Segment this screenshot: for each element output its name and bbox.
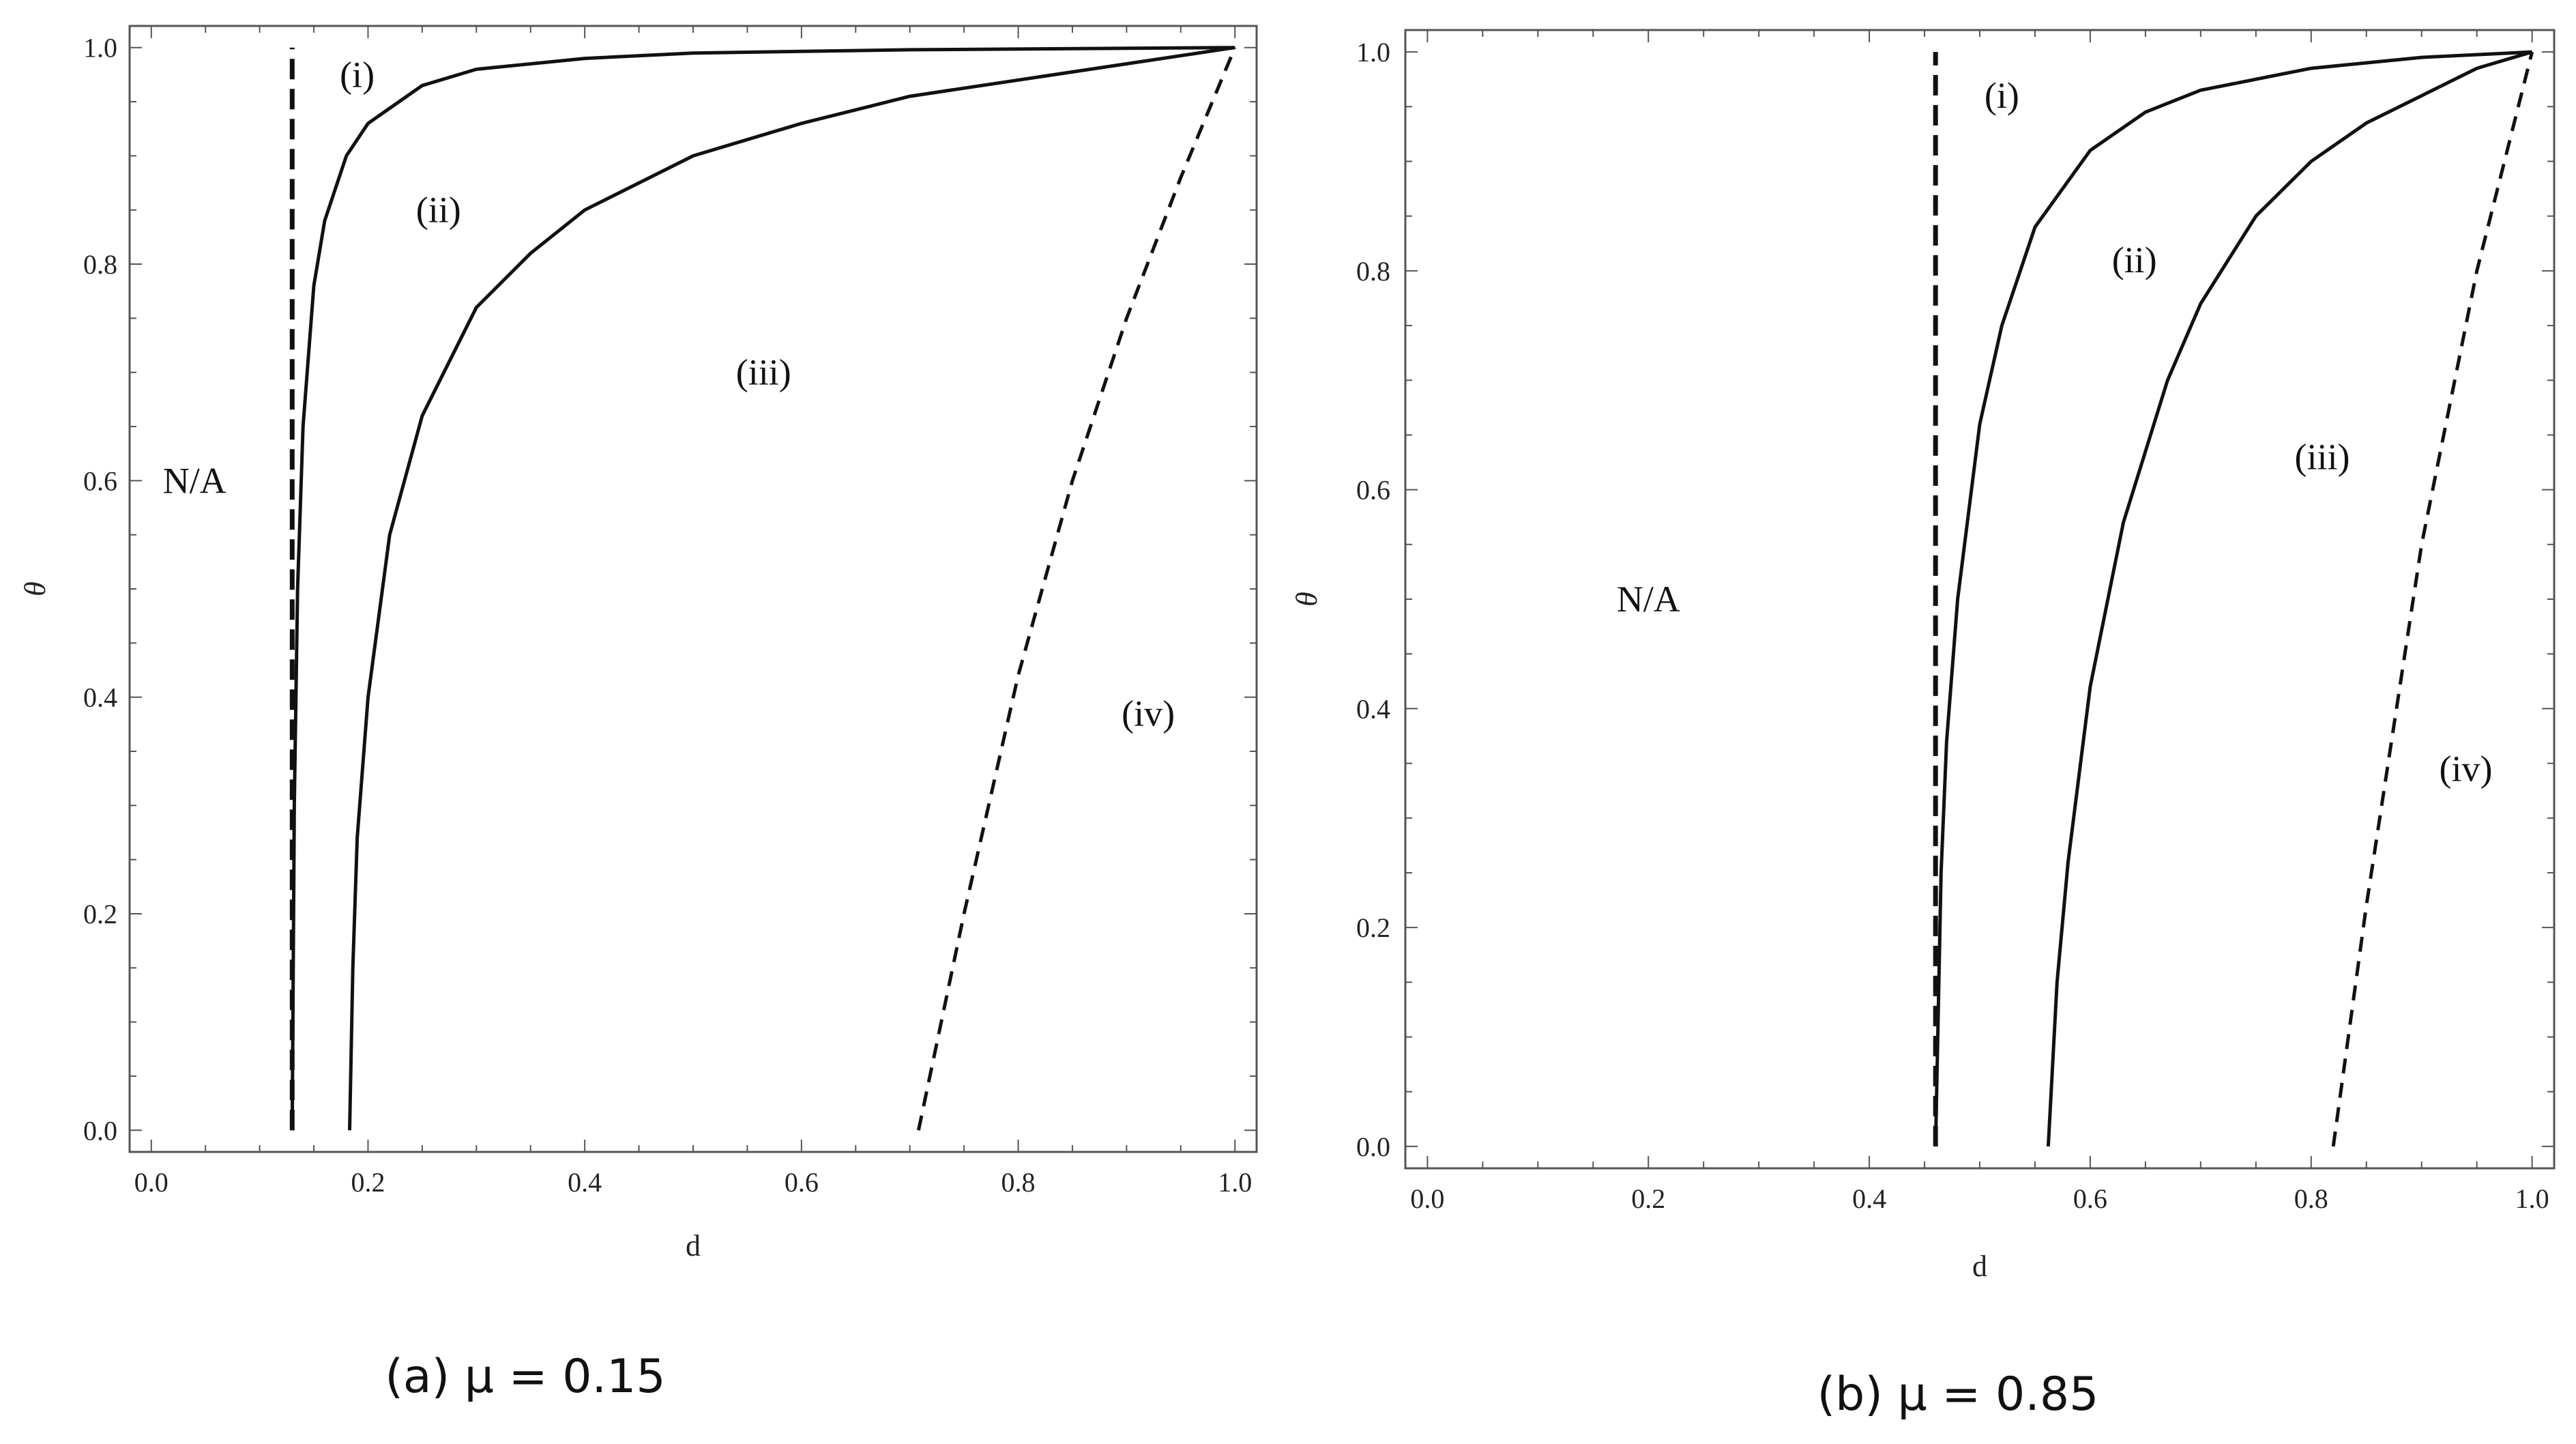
- chart-b-series-line-2: [1933, 50, 2532, 1146]
- chart-b-region-label: (iii): [2294, 437, 2350, 478]
- chart-a-series-line-4: [916, 46, 1237, 1131]
- chart-a-region-label: (ii): [416, 190, 461, 231]
- chart-b-y-tick-label: 0.8: [1356, 256, 1390, 287]
- chart-b-region-label: (iv): [2439, 749, 2492, 790]
- chart-b-x-tick-label: 0.8: [2294, 1183, 2328, 1214]
- chart-b-y-tick-label: 1.0: [1356, 37, 1390, 68]
- chart-a-y-tick-label: 0.2: [83, 899, 117, 929]
- chart-a-x-axis-title: d: [686, 1229, 701, 1262]
- chart-b-x-tick-label: 0.0: [1410, 1183, 1444, 1214]
- chart-b-y-axis-title: θ: [1290, 592, 1323, 607]
- chart-b-region-label: N/A: [1617, 579, 1680, 620]
- chart-b-x-tick-label: 0.4: [1852, 1183, 1886, 1214]
- chart-b-region-label: (i): [1985, 75, 2019, 116]
- chart-a-y-axis-title: θ: [18, 581, 52, 596]
- chart-a-caption: (a) μ = 0.15: [385, 1350, 665, 1404]
- chart-a-region-label: N/A: [163, 460, 226, 501]
- chart-a-y-tick-label: 0.8: [83, 249, 117, 280]
- chart-a-x-tick-label: 0.4: [568, 1167, 602, 1198]
- chart-a-region-label: (iv): [1122, 693, 1175, 734]
- chart-a: 0.0 0.2 0.4 0.6 0.8 1.0 0.0 0.2 0.4 0.6 0.8 1.0 d θ (i…: [18, 25, 1258, 1404]
- chart-a-x-tick-label: 1.0: [1218, 1167, 1252, 1198]
- chart-a-x-tick-label: 0.2: [351, 1167, 385, 1198]
- chart-b-x-axis-title: d: [1972, 1250, 1987, 1283]
- chart-a-region-label: (iii): [736, 352, 791, 393]
- chart-a-y-tick-label: 1.0: [83, 33, 117, 63]
- chart-b-x-tick-label: 0.2: [1631, 1183, 1665, 1214]
- chart-a-series-line-3: [348, 46, 1235, 1131]
- chart-a-y-tick-label: 0.0: [83, 1115, 117, 1146]
- chart-b-caption: (b) μ = 0.85: [1817, 1368, 2099, 1421]
- chart-a-region-label: (i): [340, 54, 375, 95]
- chart-b-plot-frame: [1404, 29, 2556, 1170]
- chart-b-y-tick-label: 0.6: [1356, 475, 1390, 506]
- chart-a-x-tick-label: 0.0: [134, 1167, 169, 1198]
- chart-b-x-tick-label: 1.0: [2515, 1183, 2549, 1214]
- chart-a-y-tick-label: 0.6: [83, 465, 117, 496]
- chart-b-y-tick-label: 0.0: [1356, 1131, 1390, 1162]
- chart-a-series-line-2: [290, 46, 1235, 1131]
- chart-a-x-tick-label: 0.6: [785, 1167, 819, 1198]
- chart-a-y-tick-label: 0.4: [83, 682, 117, 713]
- chart-b-series-line-4: [2331, 51, 2534, 1147]
- chart-b-series-line-3: [2046, 50, 2533, 1147]
- chart-b-region-label: (ii): [2112, 240, 2157, 280]
- chart-b-y-tick-label: 0.2: [1356, 912, 1390, 943]
- chart-b-y-tick-label: 0.4: [1356, 693, 1390, 724]
- chart-a-x-tick-label: 0.8: [1001, 1167, 1036, 1198]
- chart-b-x-tick-label: 0.6: [2073, 1183, 2107, 1214]
- chart-b: 0.0 0.2 0.4 0.6 0.8 1.0 0.0 0.2 0.4 0.6 0.8 1.0 d θ (i…: [1290, 29, 2556, 1421]
